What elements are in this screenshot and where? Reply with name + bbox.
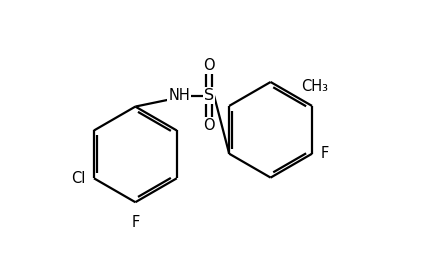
Text: O: O bbox=[203, 118, 215, 133]
Text: F: F bbox=[320, 146, 328, 161]
Text: S: S bbox=[204, 88, 214, 103]
Text: CH₃: CH₃ bbox=[301, 79, 328, 94]
Text: NH: NH bbox=[168, 88, 190, 103]
Text: F: F bbox=[131, 214, 139, 230]
Text: O: O bbox=[203, 58, 215, 73]
Text: Cl: Cl bbox=[72, 171, 86, 186]
